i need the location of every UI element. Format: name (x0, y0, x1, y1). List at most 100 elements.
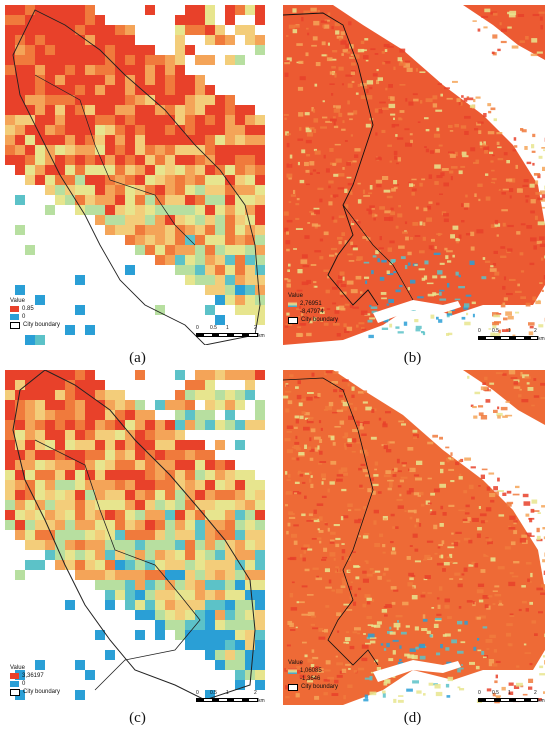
grid-cell (95, 135, 105, 145)
land-cover-patch (513, 137, 517, 141)
grid-cell (45, 540, 55, 550)
land-cover-patch (342, 167, 345, 170)
land-cover-patch (317, 393, 321, 397)
grid-cell (55, 95, 65, 105)
land-cover-patch (393, 622, 401, 628)
land-cover-patch (362, 468, 368, 473)
land-cover-patch (346, 161, 351, 166)
land-cover-patch (518, 394, 522, 398)
panel-d-svg (283, 370, 545, 705)
land-cover-patch (535, 180, 539, 185)
land-cover-patch (476, 589, 484, 594)
scale-unit: km (538, 336, 545, 342)
grid-cell (125, 115, 135, 125)
grid-cell (155, 610, 165, 620)
grid-cell (245, 520, 255, 530)
land-cover-patch (477, 638, 480, 641)
land-cover-patch (457, 583, 463, 588)
grid-cell (235, 650, 245, 660)
panel-d-scale-bar: 0 0.5 1 2 km (478, 690, 548, 704)
land-cover-patch (439, 262, 445, 265)
land-cover-patch (297, 161, 300, 166)
land-cover-patch (444, 633, 451, 637)
grid-cell (225, 640, 235, 650)
land-cover-patch (341, 668, 347, 674)
land-cover-patch (384, 679, 390, 683)
land-cover-patch (371, 213, 376, 218)
grid-cell (205, 85, 215, 95)
grid-cell (115, 165, 125, 175)
land-cover-patch (392, 468, 395, 471)
land-cover-patch (473, 98, 476, 103)
land-cover-patch (521, 129, 527, 133)
grid-cell (35, 430, 45, 440)
land-cover-patch (304, 444, 307, 449)
grid-cell (135, 95, 145, 105)
grid-cell (45, 205, 55, 215)
land-cover-patch (382, 693, 386, 698)
grid-cell (155, 420, 165, 430)
grid-cell (45, 410, 55, 420)
land-cover-patch (354, 593, 357, 597)
land-cover-patch (412, 429, 418, 433)
grid-cell (185, 265, 195, 275)
grid-cell (45, 85, 55, 95)
land-cover-patch (539, 282, 543, 284)
grid-cell (115, 25, 125, 35)
grid-cell (255, 620, 265, 630)
land-cover-patch (378, 247, 384, 250)
legend-boundary: City boundary (23, 321, 61, 328)
grid-cell (255, 580, 265, 590)
land-cover-patch (351, 394, 355, 398)
grid-cell (195, 480, 205, 490)
grid-cell (25, 115, 35, 125)
grid-cell (75, 105, 85, 115)
land-cover-patch (397, 331, 404, 334)
land-cover-patch (474, 193, 477, 197)
land-cover-patch (338, 394, 343, 398)
land-cover-patch (536, 535, 541, 541)
land-cover-patch (285, 471, 288, 475)
land-cover-patch (400, 476, 408, 479)
land-cover-patch (419, 491, 424, 496)
grid-cell (45, 115, 55, 125)
grid-cell (145, 460, 155, 470)
land-cover-patch (466, 96, 470, 98)
grid-cell (45, 65, 55, 75)
land-cover-patch (423, 578, 428, 581)
grid-cell (85, 550, 95, 560)
land-cover-patch (312, 656, 319, 660)
land-cover-patch (439, 289, 445, 292)
grid-cell (35, 440, 45, 450)
grid-cell (15, 670, 25, 680)
grid-cell (135, 500, 145, 510)
grid-cell (5, 420, 15, 430)
land-cover-patch (284, 325, 289, 328)
grid-cell (75, 305, 85, 315)
land-cover-patch (429, 150, 435, 154)
land-cover-patch (345, 663, 351, 666)
land-cover-patch (392, 123, 400, 127)
land-cover-patch (519, 40, 525, 43)
land-cover-patch (436, 175, 443, 179)
grid-cell (245, 5, 255, 15)
land-cover-patch (301, 613, 309, 616)
grid-cell (135, 600, 145, 610)
land-cover-patch (291, 446, 296, 449)
grid-cell (5, 440, 15, 450)
land-cover-patch (319, 198, 323, 203)
land-cover-patch (384, 567, 389, 571)
grid-cell (95, 450, 105, 460)
land-cover-patch (543, 536, 545, 540)
grid-cell (215, 265, 225, 275)
land-cover-patch (286, 431, 292, 433)
grid-cell (185, 255, 195, 265)
grid-cell (255, 215, 265, 225)
land-cover-patch (336, 674, 343, 678)
land-cover-patch (382, 551, 386, 554)
scale-tick: 0 (196, 325, 199, 331)
grid-cell (205, 195, 215, 205)
land-cover-patch (464, 303, 470, 308)
land-cover-patch (354, 148, 361, 152)
grid-cell (205, 205, 215, 215)
